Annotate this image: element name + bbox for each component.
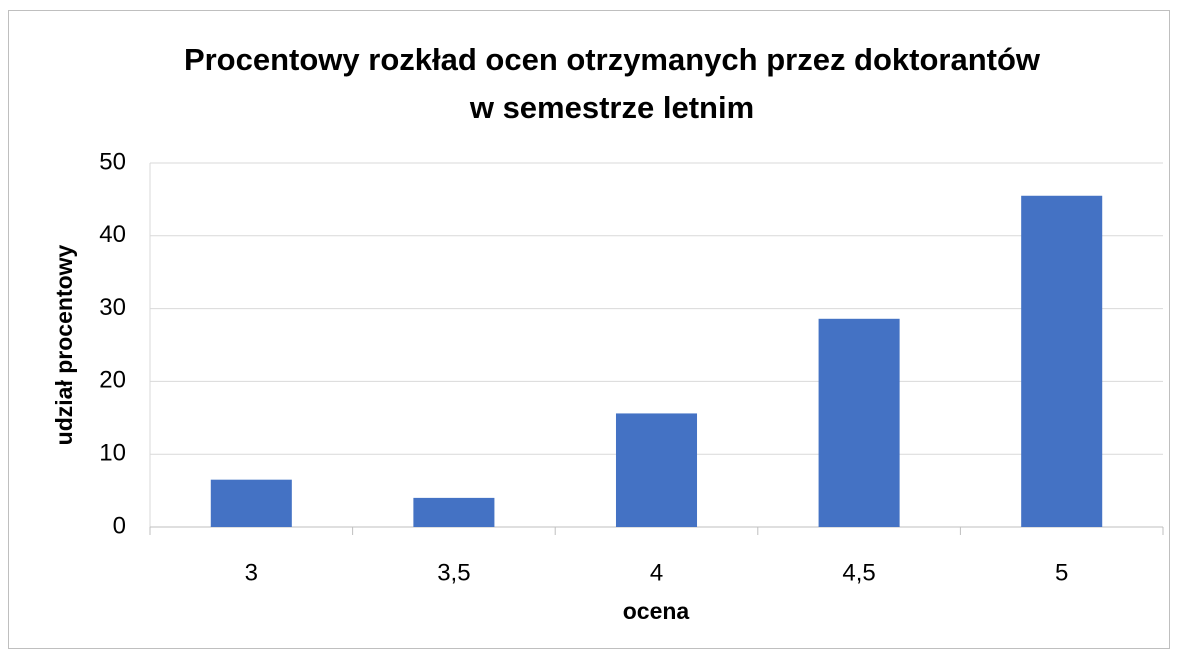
x-tick-label: 3,5 xyxy=(437,559,470,586)
y-axis-label: udział procentowy xyxy=(51,244,77,445)
x-tick-label: 4,5 xyxy=(842,559,875,586)
y-tick-label: 20 xyxy=(99,367,126,394)
x-tick-label: 4 xyxy=(650,559,663,586)
bar xyxy=(413,497,495,527)
y-tick-label: 0 xyxy=(113,512,126,539)
bar xyxy=(615,413,698,527)
x-axis-label: ocena xyxy=(623,598,690,624)
y-tick-label: 10 xyxy=(99,440,126,467)
chart-title: Procentowy rozkład ocen otrzymanych prze… xyxy=(184,42,1041,77)
y-tick-label: 50 xyxy=(99,148,126,175)
chart-frame xyxy=(8,10,1170,649)
x-tick-label: 3 xyxy=(245,559,258,586)
bar xyxy=(818,318,900,527)
y-tick-label: 30 xyxy=(99,294,126,321)
chart-title: w semestrze letnim xyxy=(469,90,754,125)
bar xyxy=(1021,195,1103,527)
y-tick-label: 40 xyxy=(99,221,126,248)
bar xyxy=(210,479,292,527)
x-tick-label: 5 xyxy=(1055,559,1068,586)
